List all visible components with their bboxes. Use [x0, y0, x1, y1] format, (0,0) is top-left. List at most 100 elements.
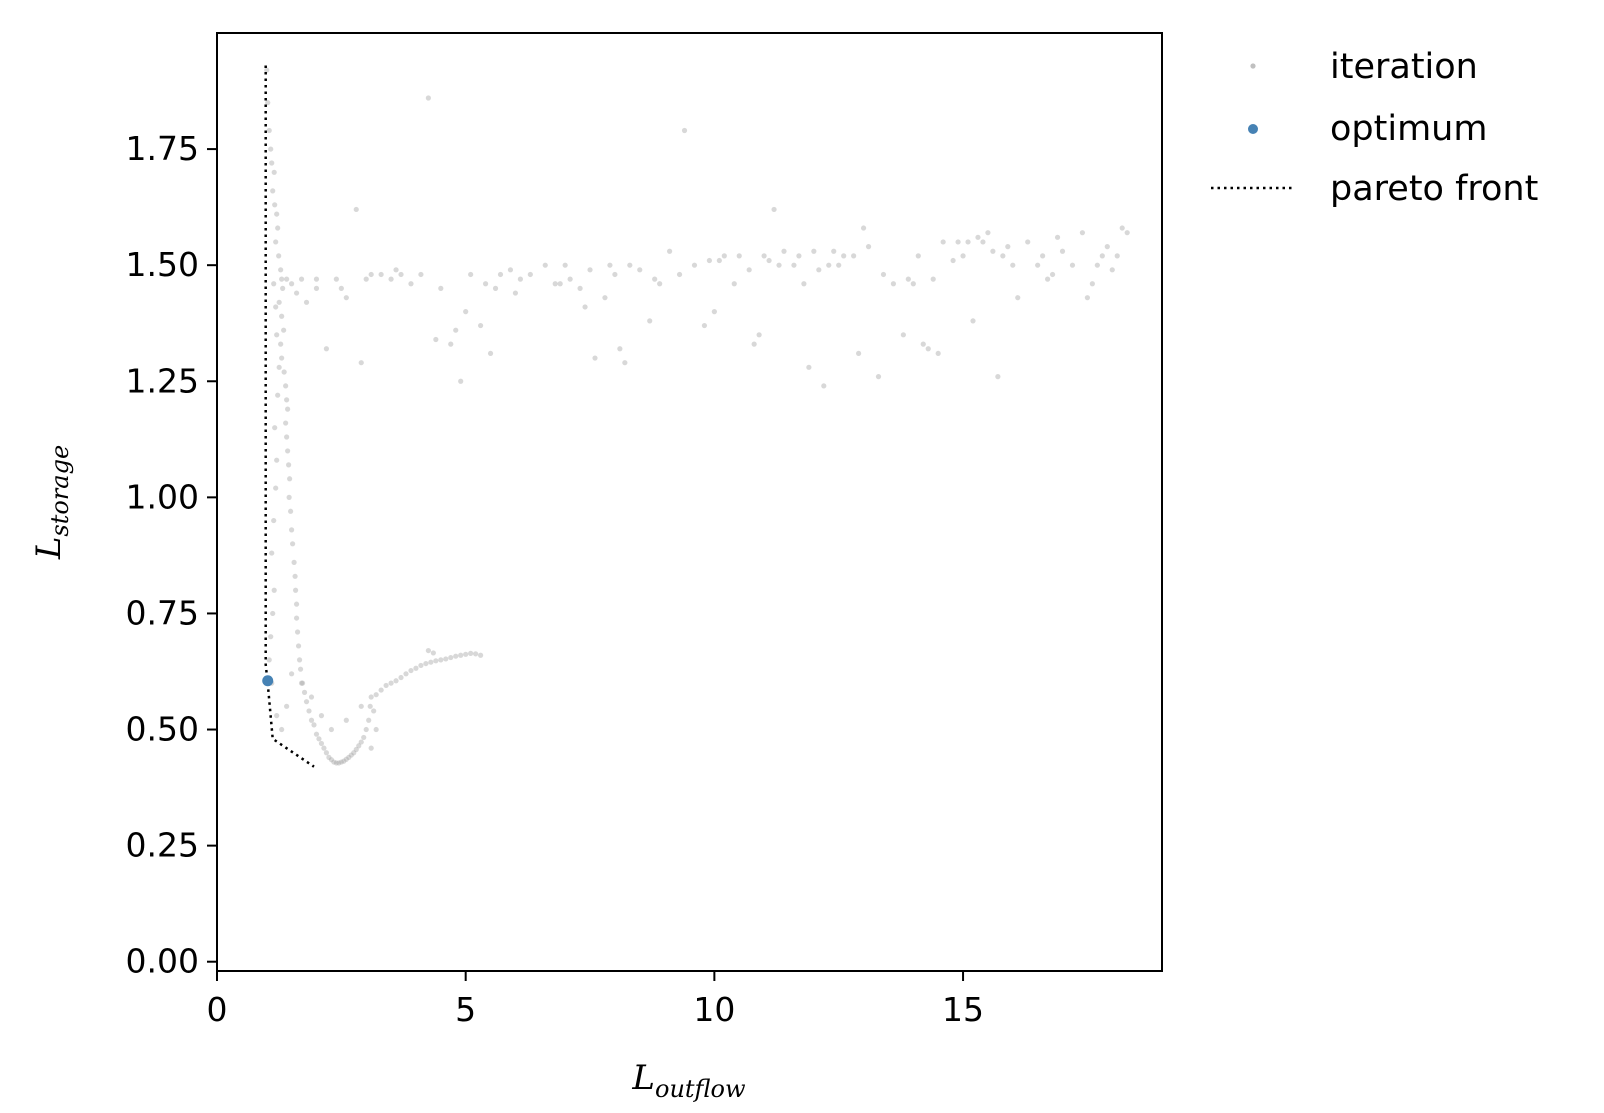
iteration-point — [806, 364, 812, 370]
iteration-point — [273, 304, 279, 310]
iteration-point — [856, 350, 862, 357]
iteration-point — [299, 680, 306, 686]
iteration-point — [318, 713, 325, 719]
iteration-point — [851, 253, 857, 259]
y-tick-label: 1.25 — [126, 361, 199, 400]
iteration-point — [865, 244, 872, 250]
iteration-point — [356, 743, 362, 749]
iteration-point — [348, 752, 354, 758]
iteration-point — [482, 281, 489, 287]
iteration-point — [278, 341, 284, 347]
optimum-point — [262, 675, 274, 687]
iteration-point — [418, 662, 424, 669]
series-optimum — [262, 675, 274, 687]
iteration-point — [980, 239, 986, 245]
iteration-point — [351, 750, 357, 756]
iteration-point — [453, 653, 459, 659]
iteration-point — [920, 341, 926, 347]
iteration-point — [273, 239, 279, 245]
iteration-point — [393, 267, 399, 273]
iteration-point — [343, 295, 349, 301]
iteration-point — [270, 610, 276, 617]
x-tick-label: 15 — [942, 990, 984, 1029]
iteration-point — [1054, 234, 1061, 240]
iteration-point — [295, 643, 302, 649]
iteration-point — [361, 734, 367, 741]
iteration-point — [875, 374, 882, 380]
iteration-point — [716, 257, 722, 264]
iteration-point — [430, 650, 436, 656]
legend: iteration optimum pareto front — [1211, 47, 1538, 209]
legend-label-optimum: optimum — [1330, 109, 1487, 149]
iteration-point — [371, 708, 377, 714]
iteration-point — [1079, 230, 1086, 236]
y-tick-label: 0.25 — [126, 826, 199, 865]
iteration-point — [279, 313, 285, 319]
iteration-point — [308, 717, 315, 723]
iteration-point — [313, 276, 320, 282]
iteration-point — [1049, 271, 1056, 278]
iteration-point — [274, 211, 280, 217]
iteration-point — [271, 169, 277, 175]
iteration-point — [378, 687, 384, 693]
iteration-point — [279, 276, 285, 282]
iteration-point — [791, 262, 797, 268]
iteration-point — [592, 355, 598, 361]
iteration-point — [900, 332, 906, 338]
iteration-point — [731, 281, 737, 287]
iteration-point — [287, 476, 293, 482]
iteration-point — [338, 285, 344, 291]
iteration-point — [582, 304, 588, 310]
iteration-point — [313, 285, 320, 291]
iteration-point — [306, 708, 312, 714]
iteration-point — [323, 750, 330, 756]
iteration-point — [269, 550, 275, 556]
iteration-point — [368, 745, 374, 751]
iteration-point — [303, 699, 310, 705]
iteration-point — [383, 682, 389, 689]
iteration-point — [478, 652, 484, 658]
iteration-point — [286, 494, 292, 500]
iteration-point — [274, 332, 280, 338]
iteration-point — [393, 678, 399, 684]
iteration-point — [333, 760, 339, 766]
iteration-point — [363, 726, 369, 733]
iteration-point — [286, 462, 292, 468]
iteration-point — [478, 322, 484, 329]
iteration-point — [736, 253, 742, 259]
iteration-point — [328, 757, 334, 763]
iteration-point — [935, 350, 941, 357]
iteration-point — [288, 508, 294, 514]
iteration-point — [278, 267, 284, 273]
iteration-point — [617, 346, 623, 352]
iteration-point — [428, 659, 434, 665]
iteration-point — [269, 160, 275, 166]
iteration-point — [801, 281, 807, 287]
iteration-point — [378, 271, 384, 278]
iteration-point — [279, 726, 285, 733]
iteration-point — [423, 660, 429, 667]
y-tick-label: 1.75 — [126, 129, 199, 168]
iteration-point — [281, 369, 287, 375]
iteration-point — [562, 262, 568, 268]
iteration-point — [890, 281, 897, 287]
iteration-point — [398, 674, 404, 681]
iteration-point — [323, 346, 330, 352]
iteration-point — [366, 717, 372, 723]
iteration-point — [284, 434, 290, 440]
iteration-point — [308, 694, 315, 700]
iteration-point — [1069, 262, 1076, 268]
iteration-point — [276, 364, 282, 370]
x-tick-label: 5 — [455, 990, 476, 1029]
iteration-point — [336, 760, 342, 766]
iteration-point — [293, 290, 300, 296]
y-tick-label: 0.75 — [126, 593, 199, 632]
y-tick-label: 0.00 — [126, 942, 199, 981]
iteration-point — [373, 726, 379, 733]
iteration-point — [463, 309, 469, 315]
iteration-point — [627, 262, 633, 268]
iteration-point — [331, 759, 337, 765]
iteration-point — [1124, 230, 1130, 236]
legend-item-pareto-front: pareto front — [1211, 169, 1538, 209]
plot-area — [216, 32, 1163, 972]
